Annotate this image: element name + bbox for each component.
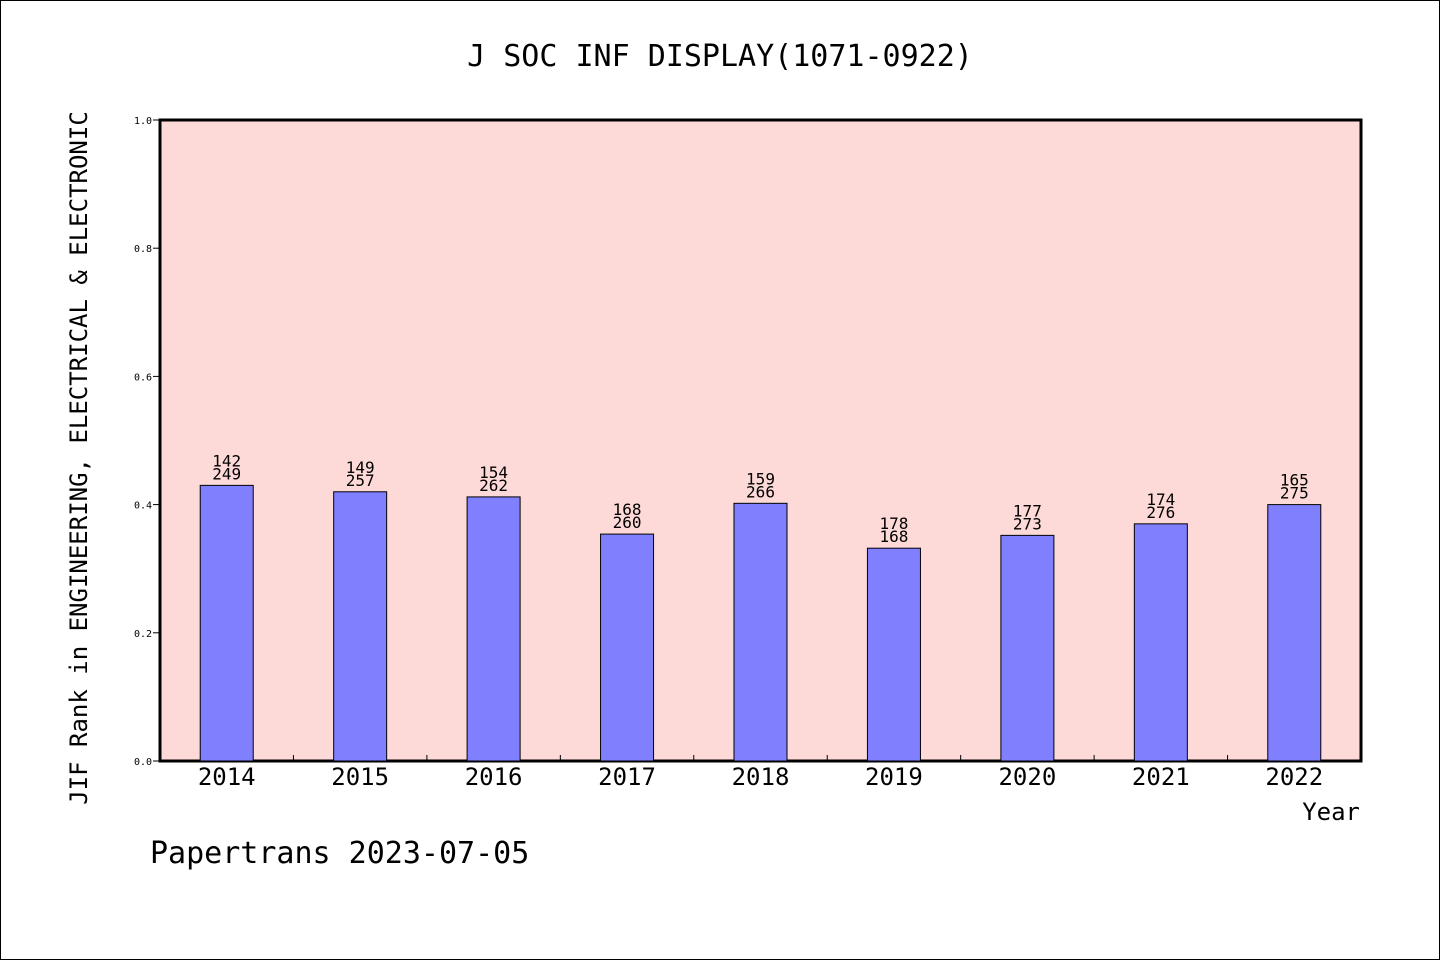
- bar-total-label: 168: [879, 527, 908, 546]
- y-tick-label: 0.4: [134, 501, 152, 512]
- bar-rank-label: 165: [1280, 471, 1309, 490]
- bar: [466, 496, 521, 762]
- y-tick-label: 0.8: [134, 244, 152, 255]
- bar-total-label: 275: [1280, 484, 1309, 503]
- bar-total-label: 276: [1146, 503, 1175, 522]
- bar-total-label: 249: [212, 464, 241, 483]
- x-tick-label: 2022: [1265, 763, 1323, 791]
- bar-rank-label: 159: [746, 469, 775, 488]
- y-tick-label: 0.6: [134, 372, 152, 383]
- bar-total-label: 273: [1013, 514, 1042, 533]
- bar-rank-label: 168: [613, 500, 642, 519]
- bar-rank-label: 174: [1146, 490, 1175, 509]
- bar-rank-label: 142: [212, 451, 241, 470]
- y-axis-label: JIF Rank in ENGINEERING, ELECTRICAL & EL…: [65, 111, 93, 805]
- axis-layer: 0.0 0.2 0.4 0.6 0.8 1.0 2014 2015 2016 2017 2018 20…: [134, 116, 1323, 791]
- x-tick-label: 2020: [998, 763, 1056, 791]
- bar-total-label: 257: [346, 471, 375, 490]
- y-tick-label: 0.0: [134, 757, 152, 768]
- bar-rank-label: 177: [1013, 501, 1042, 520]
- x-axis-label: Year: [1302, 798, 1360, 826]
- y-tick-label: 0.2: [134, 629, 152, 640]
- bar-rank-label: 178: [879, 514, 908, 533]
- bar: [600, 533, 655, 762]
- x-tick-label: 2015: [331, 763, 389, 791]
- x-tick-label: 2017: [598, 763, 656, 791]
- bar: [733, 502, 788, 762]
- x-tick-label: 2014: [198, 763, 256, 791]
- bar-total-label: 266: [746, 482, 775, 501]
- bar: [1133, 523, 1188, 762]
- footer-credit: Papertrans 2023-07-05: [150, 836, 529, 871]
- bar: [866, 547, 921, 762]
- bar-rank-label: 154: [479, 463, 508, 482]
- x-tick-label: 2016: [465, 763, 523, 791]
- bar: [199, 484, 254, 762]
- x-tick-label: 2019: [865, 763, 923, 791]
- chart-title: J SOC INF DISPLAY(1071-0922): [467, 39, 973, 74]
- bar: [1000, 534, 1055, 762]
- bar-rank-label: 149: [346, 458, 375, 477]
- bar: [333, 491, 388, 762]
- bar-total-label: 260: [613, 513, 642, 532]
- bar-total-label: 262: [479, 476, 508, 495]
- y-tick-label: 1.0: [134, 116, 152, 127]
- bar: [1267, 504, 1322, 762]
- x-tick-label: 2018: [732, 763, 790, 791]
- x-tick-label: 2021: [1132, 763, 1190, 791]
